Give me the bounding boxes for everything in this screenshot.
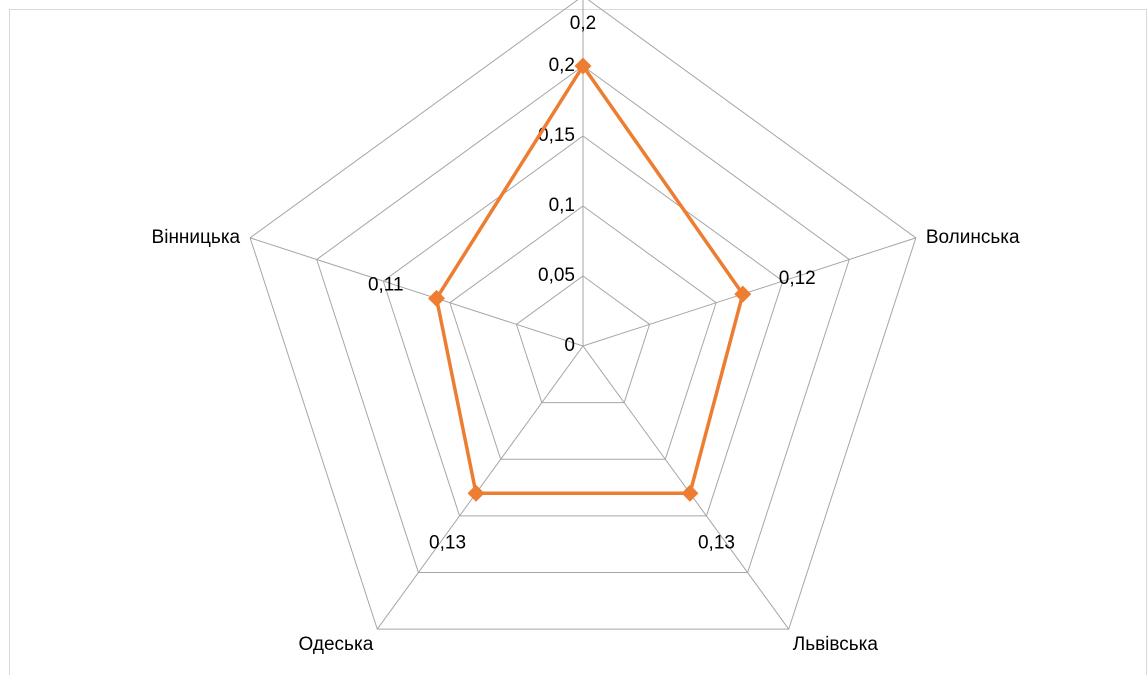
grid-ring (382, 135, 784, 517)
category-label: Одеська (299, 634, 374, 655)
radial-tick-labels: 0 0,05 0,1 0,15 0,2 (538, 55, 575, 356)
data-label: 0,13 (698, 532, 735, 553)
grid-ring (249, 0, 917, 630)
data-label: 0,11 (368, 274, 404, 295)
grid-layer (249, 0, 917, 630)
radial-tick-label: 0 (564, 335, 575, 356)
category-labels: ЗакарпатськаВолинськаЛьвівськаОдеськаВін… (152, 227, 1020, 655)
radial-tick-label: 0,2 (549, 55, 575, 76)
spoke-line (582, 345, 790, 630)
radial-tick-label: 0,05 (538, 265, 575, 286)
data-point-marker (574, 57, 592, 75)
grid-ring (515, 275, 651, 404)
data-point-marker (428, 289, 446, 307)
data-point-marker (734, 285, 752, 303)
data-point-marker (467, 484, 485, 502)
category-label: Львівська (793, 634, 879, 655)
radial-tick-label: 0,1 (549, 195, 575, 216)
series-layer (428, 57, 752, 502)
spoke-line (249, 237, 584, 347)
grid-ring (316, 65, 850, 574)
data-point-marker (681, 484, 699, 502)
category-label: Вінницька (152, 227, 241, 248)
data-label: 0,12 (779, 268, 816, 289)
spoke-layer (249, 0, 917, 630)
chart-frame (9, 9, 1147, 675)
data-labels: 0,2 0,12 0,13 0,13 0,11 (368, 13, 816, 553)
series-line (434, 64, 745, 495)
data-label: 0,13 (429, 532, 466, 553)
grid-ring (449, 205, 717, 460)
spoke-line (582, 237, 917, 347)
data-label: 0,2 (570, 13, 596, 34)
spoke-line (376, 345, 584, 630)
category-label: Волинська (926, 227, 1020, 248)
radial-tick-label: 0,15 (538, 125, 575, 146)
